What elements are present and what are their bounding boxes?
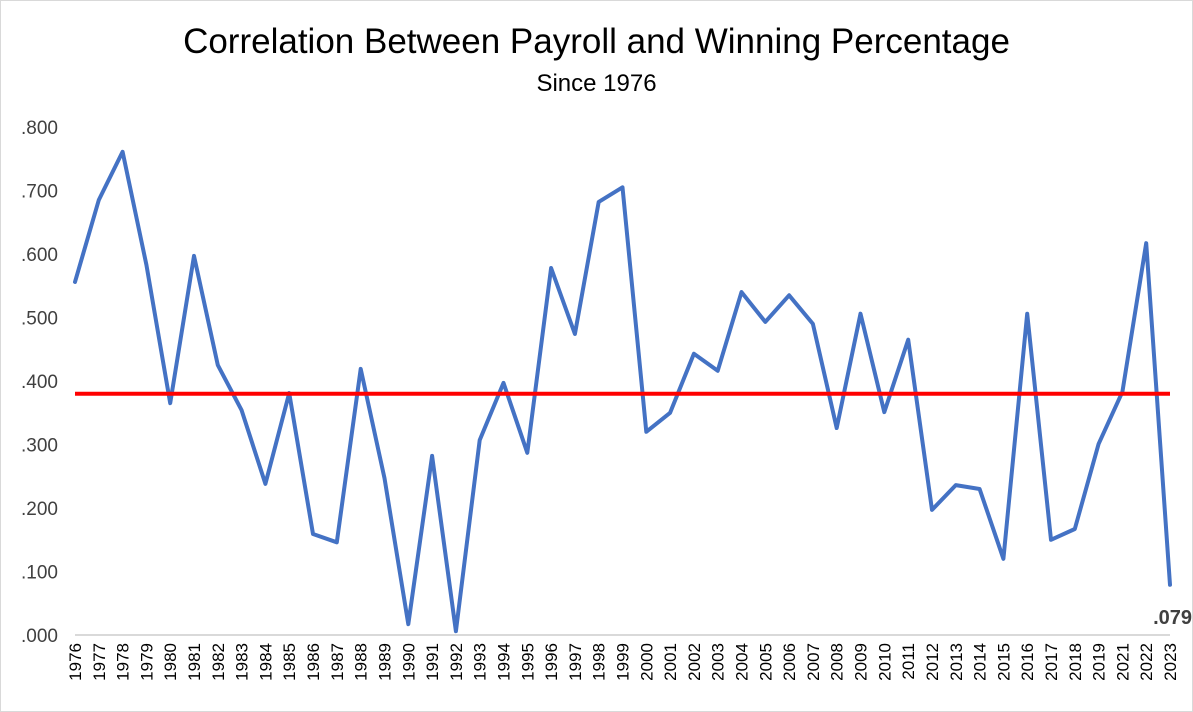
y-tick-label: .000: [21, 626, 58, 647]
x-tick-label: 1989: [375, 643, 394, 681]
x-tick-label: 1990: [399, 643, 418, 681]
x-tick-label: 1991: [423, 643, 442, 681]
chart-title: Correlation Between Payroll and Winning …: [183, 22, 1010, 61]
x-tick-label: 1979: [137, 643, 156, 681]
x-tick-label: 1980: [161, 643, 180, 681]
x-tick-label: 1984: [256, 643, 275, 681]
x-tick-label: 2010: [875, 643, 894, 681]
data-label: .079: [1153, 607, 1192, 629]
y-tick-label: .600: [21, 245, 58, 266]
x-tick-label: 2015: [994, 643, 1013, 681]
x-tick-label: 2021: [1113, 643, 1132, 681]
x-tick-label: 2007: [804, 643, 823, 681]
x-tick-label: 2005: [756, 643, 775, 681]
x-tick-label: 1988: [352, 643, 371, 681]
x-tick-label: 2022: [1137, 643, 1156, 681]
x-tick-label: 1976: [66, 643, 85, 681]
x-tick-label: 1983: [233, 643, 252, 681]
x-tick-label: 2003: [709, 643, 728, 681]
x-tick-label: 2017: [1042, 643, 1061, 681]
x-tick-label: 1985: [280, 643, 299, 681]
x-tick-label: 2001: [661, 643, 680, 681]
x-tick-label: 1987: [328, 643, 347, 681]
x-tick-label: 2019: [1090, 643, 1109, 681]
x-tick-label: 1997: [566, 643, 585, 681]
x-tick-label: 1981: [185, 643, 204, 681]
x-tick-label: 1993: [471, 643, 490, 681]
x-tick-label: 1995: [518, 643, 537, 681]
y-tick-label: .800: [21, 118, 58, 139]
x-tick-label: 1978: [114, 643, 133, 681]
x-tick-label: 2014: [971, 643, 990, 681]
y-tick-label: .700: [21, 182, 58, 203]
y-tick-label: .200: [21, 499, 58, 520]
x-tick-label: 1998: [590, 643, 609, 681]
y-tick-label: .400: [21, 372, 58, 393]
y-tick-label: .300: [21, 436, 58, 457]
x-tick-label: 2023: [1161, 643, 1180, 681]
chart-subtitle: Since 1976: [536, 70, 657, 97]
x-tick-label: 1994: [494, 643, 513, 681]
x-tick-label: 2018: [1066, 643, 1085, 681]
x-tick-label: 2002: [685, 643, 704, 681]
x-tick-label: 2006: [780, 643, 799, 681]
x-tick-label: 1982: [209, 643, 228, 681]
x-tick-label: 2009: [852, 643, 871, 681]
x-tick-label: 1996: [542, 643, 561, 681]
y-tick-label: .500: [21, 309, 58, 330]
x-tick-label: 2008: [828, 643, 847, 681]
x-tick-label: 2000: [637, 643, 656, 681]
x-tick-label: 1999: [614, 643, 633, 681]
x-tick-label: 2004: [733, 643, 752, 681]
x-tick-label: 2013: [947, 643, 966, 681]
x-tick-label: 1986: [304, 643, 323, 681]
x-tick-label: 1992: [447, 643, 466, 681]
x-tick-label: 2016: [1018, 643, 1037, 681]
x-tick-label: 2011: [899, 643, 918, 680]
y-tick-label: .100: [21, 563, 58, 584]
series-line-correlation: [73, 149, 1172, 634]
x-tick-label: 2012: [923, 643, 942, 681]
x-tick-label: 1977: [90, 643, 109, 681]
